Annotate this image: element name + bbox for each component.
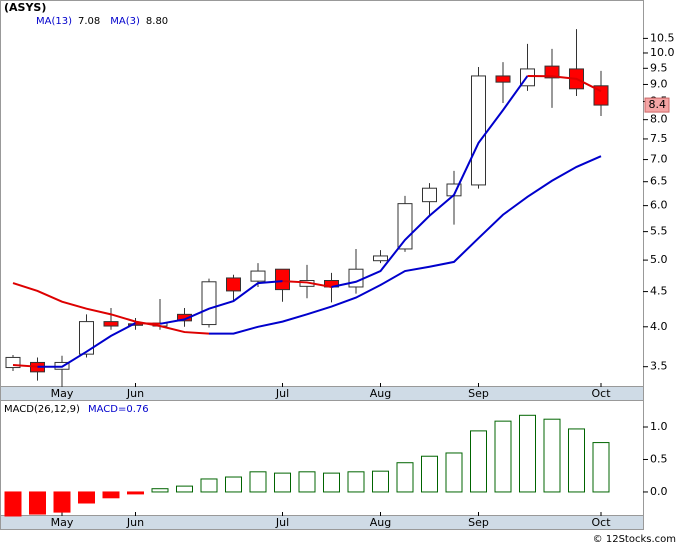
y-tick-label: 3.5 [650,360,668,373]
candle-body [471,75,486,186]
legend-name: MA(13) [36,16,72,27]
y-tick-label: 4.5 [650,285,668,298]
macd-x-band [0,515,644,530]
macd-bar [225,476,242,493]
x-tick-label: Oct [591,387,611,400]
macd-bar [592,442,610,493]
footer: © 12Stocks.com [593,534,676,545]
macd-bar [298,471,316,493]
macd-title: MACD(26,12,9) [4,404,80,415]
candle-body [226,277,241,292]
candle-body [397,203,413,250]
ma-line [282,280,332,288]
x-tick-label: Aug [370,516,391,529]
price-x-band [0,386,644,401]
y-tick-label: 8.0 [650,113,668,126]
y-tick-label: 6.5 [650,175,668,188]
x-tick-label: Sep [468,516,489,529]
macd-bar [102,491,120,499]
y-tick-label: 7.5 [650,132,668,145]
ma-line [159,280,283,325]
x-tick-label: Jun [126,516,144,529]
y-tick-label: 5.5 [650,225,668,238]
candle-body [275,268,290,291]
candle-body [79,321,94,355]
macd-bar [127,491,144,495]
y-tick-label: 9.5 [650,61,668,74]
ma-line [209,155,602,335]
candle-body [422,187,437,203]
y-tick-label: 7.0 [650,153,668,166]
macd-bar [249,471,267,493]
candle-body [103,321,119,327]
y-tick-label: 5.0 [650,253,668,266]
ma-line [12,363,38,368]
macd-bar [323,472,340,493]
y-tick-label: 10.5 [650,31,675,44]
plot-layer: 3.54.04.55.05.56.06.57.07.58.08.59.09.51… [4,16,675,529]
macd-bar [78,491,95,504]
candle-body [593,85,609,106]
y-tick-label: 6.0 [650,199,668,212]
y-tick-label: 0.5 [650,452,668,465]
last-price-box [644,97,670,113]
candle-body [177,313,192,322]
candle-body [5,356,21,369]
last-price-label: 8.4 [649,98,667,111]
macd-bar [347,471,365,493]
macd-bar [372,470,389,493]
macd-bar [29,491,46,515]
candle-body [495,75,511,83]
macd-bar [396,462,414,493]
macd-bar [470,430,487,493]
macd-bar [151,488,169,493]
x-tick-label: Sep [468,387,489,400]
macd-bar [421,455,438,493]
x-tick-label: Jul [275,516,289,529]
candle-body [373,255,388,262]
macd-bar [543,418,561,493]
macd-bar [445,452,463,493]
x-tick-label: Aug [370,387,391,400]
macd-bar [519,414,536,493]
x-tick-label: May [51,387,74,400]
ma-line [527,74,602,93]
ma-line [331,75,529,288]
ma-line [12,282,210,335]
macd-bar [494,420,512,493]
ma-line [135,322,161,325]
candle-body [324,280,339,288]
y-tick-label: 0.0 [650,485,668,498]
macd-bar [4,491,22,517]
candle-body [250,270,266,282]
macd-bar [200,478,218,493]
x-tick-label: May [51,516,74,529]
legend-name: MA(3) [110,16,140,27]
y-tick-label: 4.0 [650,320,668,333]
y-tick-label: 9.0 [650,77,668,90]
macd-bar [53,491,71,513]
x-tick-label: Oct [591,516,611,529]
x-tick-label: Jul [275,387,289,400]
candle-body [201,281,217,326]
price-panel [0,0,644,387]
legend-value: 7.08 [78,16,100,27]
macd-bar [274,472,291,493]
macd-subtitle: MACD=0.76 [88,404,149,415]
macd-bar [176,485,193,493]
candle-body [348,268,364,288]
candle-body [544,65,560,79]
y-tick-label: 1.0 [650,420,668,433]
legend-value: 8.80 [146,16,168,27]
ma-line [37,322,136,368]
y-tick-label: 10.0 [650,46,675,59]
x-tick-label: Jun [126,387,144,400]
macd-bar [568,428,585,493]
chart-title: (ASYS) [4,1,46,14]
